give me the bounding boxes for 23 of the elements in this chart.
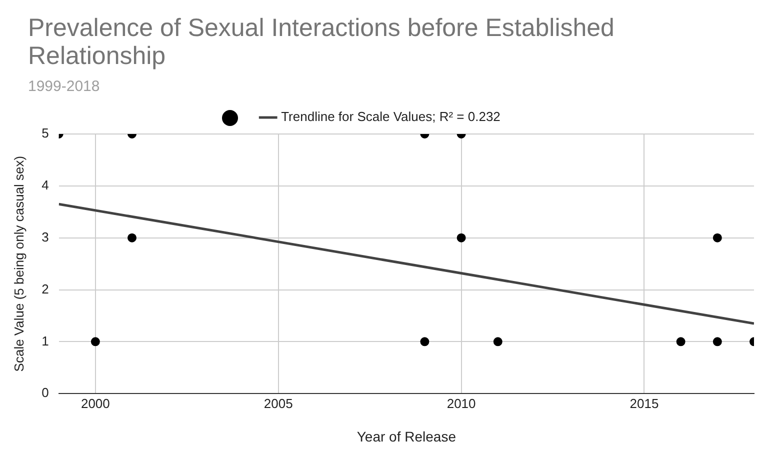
point [420, 337, 430, 346]
y-tick-label: 1 [42, 333, 49, 348]
y-tick-label: 5 [42, 126, 49, 141]
point [676, 337, 686, 346]
point [128, 233, 137, 242]
point [456, 233, 466, 242]
x-tick-label: 2000 [80, 396, 110, 411]
y-axis-title: Scale Value (5 being only casual sex) [11, 156, 26, 372]
y-tick-label: 4 [42, 178, 49, 192]
chart-subtitle: 1999-2018 [27, 77, 101, 95]
chart-title: Prevalence of Sexual Interactions before Established Relationship [27, 13, 616, 70]
point [712, 337, 722, 346]
point [493, 337, 502, 346]
y-tick-label: 2 [42, 281, 49, 296]
x-tick-label: 2010 [446, 396, 476, 411]
y-tick-label: 0 [42, 385, 49, 400]
y-tick-label: 3 [42, 229, 49, 244]
legend-label: Trendline for Scale Values; R² = 0.232 [281, 109, 500, 124]
x-tick-label: 2005 [264, 396, 293, 411]
x-axis-title: Year of Release [356, 428, 456, 444]
point [90, 337, 100, 346]
x-tick-label: 2015 [630, 396, 659, 411]
point [712, 233, 722, 242]
